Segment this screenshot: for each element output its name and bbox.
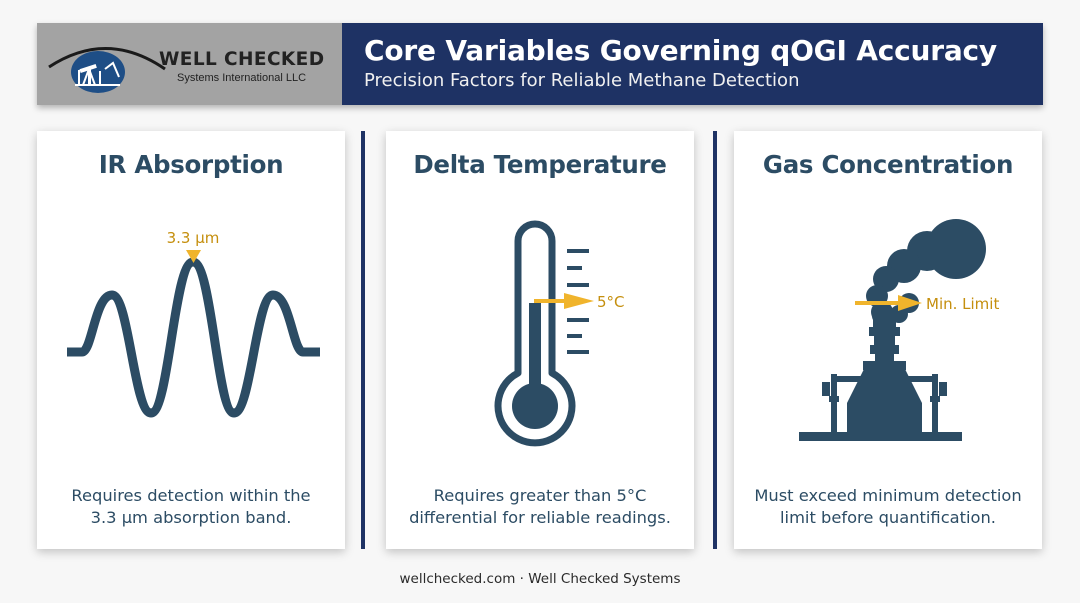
- card-description: Must exceed minimum detection limit befo…: [734, 485, 1042, 529]
- wavelength-label: 3.3 µm: [167, 229, 220, 247]
- logo-name: WELL CHECKED: [159, 49, 325, 70]
- card-title: Gas Concentration: [762, 150, 1014, 179]
- card-description-line: Requires greater than 5°C: [433, 486, 647, 505]
- card-description-line: Must exceed minimum detection: [754, 486, 1022, 505]
- pumpjack-logo-icon: [48, 47, 166, 93]
- limit-label: Min. Limit: [926, 295, 999, 313]
- title-block: Core Variables Governing qOGI Accuracy P…: [342, 23, 1043, 105]
- card-description-line: 3.3 µm absorption band.: [90, 508, 292, 527]
- card-description-line: Requires detection within the: [71, 486, 311, 505]
- card-description-line: limit before quantification.: [780, 508, 996, 527]
- thermometer-icon: 5°C: [494, 220, 625, 447]
- card-description: Requires detection within the 3.3 µm abs…: [37, 485, 345, 529]
- card-description: Requires greater than 5°C differential f…: [386, 485, 694, 529]
- card-title: IR Absorption: [98, 150, 284, 179]
- card-delta-temperature: Delta Temperature 5°C Requires greater t…: [386, 131, 694, 549]
- limit-indicator: [855, 301, 908, 305]
- temperature-label: 5°C: [597, 293, 625, 311]
- gas-stack: [799, 309, 962, 441]
- footer-text: wellchecked.com · Well Checked Systems: [399, 571, 681, 587]
- thermometer-scale: [567, 249, 589, 354]
- card-title: Delta Temperature: [413, 150, 667, 179]
- column-divider: [361, 131, 365, 549]
- card-ir-absorption: IR Absorption 3.3 µm Requires detection …: [37, 131, 345, 549]
- temperature-indicator: [534, 299, 579, 303]
- wave-icon: 3.3 µm: [67, 229, 320, 418]
- gas-stack-icon: Min. Limit: [799, 219, 999, 441]
- wave-peak-marker: [186, 250, 201, 263]
- logo: WELL CHECKED Systems International LLC: [37, 23, 342, 105]
- page-title: Core Variables Governing qOGI Accuracy: [364, 34, 997, 67]
- temperature-marker: [564, 293, 594, 309]
- page-subtitle: Precision Factors for Reliable Methane D…: [364, 70, 800, 91]
- card-gas-concentration: Gas Concentration: [734, 131, 1042, 549]
- card-description-line: differential for reliable readings.: [409, 508, 671, 527]
- column-divider: [713, 131, 717, 549]
- limit-marker: [898, 295, 922, 311]
- header-banner: WELL CHECKED Systems International LLC C…: [37, 23, 1043, 105]
- logo-subtitle: Systems International LLC: [177, 72, 307, 84]
